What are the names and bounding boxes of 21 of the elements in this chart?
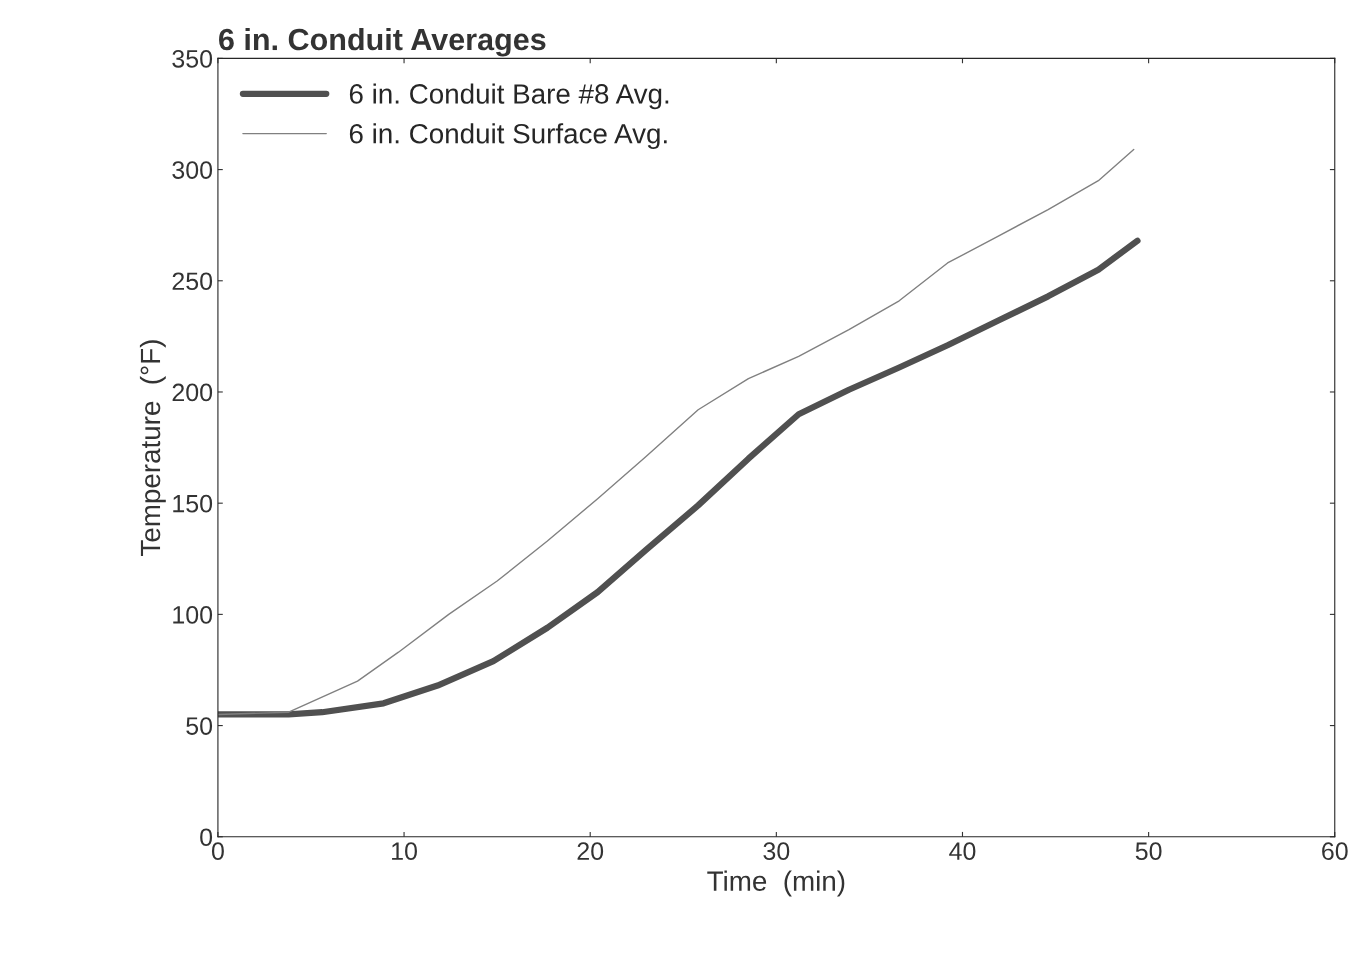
- x-tick-label: 60: [1322, 842, 1348, 860]
- x-axis-title: Time (min): [707, 870, 845, 897]
- y-tick-label: 150: [173, 494, 213, 513]
- y-tick-label: 200: [172, 383, 213, 402]
- y-tick-label: 50: [186, 717, 213, 735]
- y-tick-label: 350: [172, 49, 213, 68]
- x-tick-label: 0: [211, 842, 224, 860]
- legend-label: 6 in. Conduit Surface Avg.: [349, 123, 667, 150]
- x-tick-label: 50: [1135, 842, 1162, 860]
- y-tick-label: 250: [172, 272, 213, 291]
- line-series: [217, 148, 1135, 716]
- x-tick-label: 20: [577, 842, 604, 860]
- y-tick-label: 300: [172, 161, 213, 179]
- chart-title: 6 in. Conduit Averages: [219, 27, 546, 57]
- x-tick-label: 40: [949, 842, 976, 860]
- y-tick-label: 100: [173, 605, 213, 624]
- legend-label: 6 in. Conduit Bare #8 Avg.: [349, 83, 669, 110]
- x-tick-label: 10: [392, 842, 417, 860]
- y-axis-title: Temperature (°F): [139, 340, 166, 556]
- x-tick-label: 30: [763, 842, 790, 860]
- y-tick-label: 0: [200, 828, 213, 847]
